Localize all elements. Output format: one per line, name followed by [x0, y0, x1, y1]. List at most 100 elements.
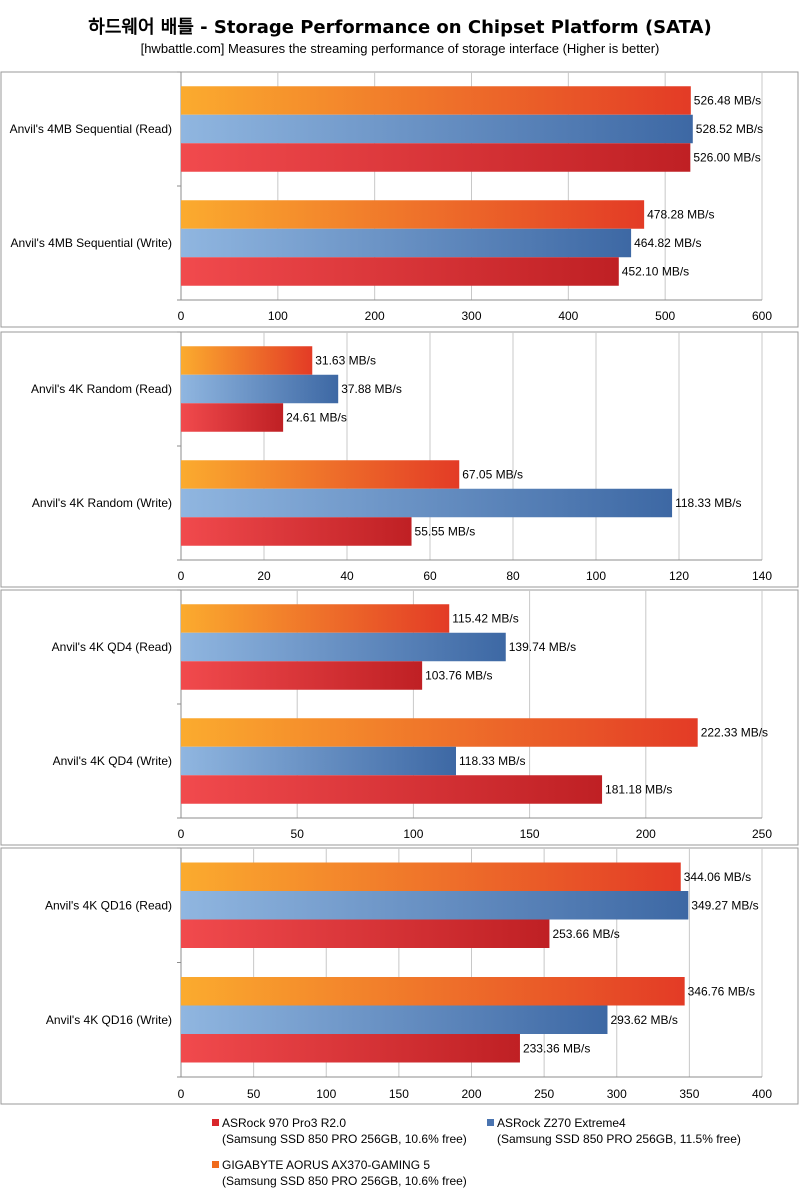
bar-asrock-970 — [181, 143, 691, 172]
legend-detail: (Samsung SSD 850 PRO 256GB, 11.5% free) — [497, 1132, 741, 1146]
x-tick-label: 100 — [316, 1087, 336, 1101]
x-tick-label: 300 — [461, 309, 481, 323]
x-tick-label: 250 — [752, 827, 772, 841]
x-tick-label: 200 — [461, 1087, 481, 1101]
x-tick-label: 50 — [291, 827, 305, 841]
x-tick-label: 600 — [752, 309, 772, 323]
data-label: 31.63 MB/s — [315, 354, 376, 368]
data-label: 233.36 MB/s — [523, 1041, 590, 1055]
x-tick-label: 80 — [506, 569, 520, 583]
data-label: 115.42 MB/s — [452, 612, 518, 626]
x-tick-label: 500 — [655, 309, 675, 323]
chart-frame — [0, 589, 799, 846]
x-tick-label: 40 — [340, 569, 354, 583]
data-label: 344.06 MB/s — [684, 870, 751, 884]
x-tick-label: 100 — [586, 569, 606, 583]
category-label: Anvil's 4K QD16 (Read) — [45, 898, 172, 912]
x-tick-label: 200 — [636, 827, 656, 841]
data-label: 118.33 MB/s — [675, 496, 741, 510]
chart-frame — [0, 847, 799, 1105]
bar-gigabyte-aorus — [181, 977, 685, 1006]
legend-swatch — [212, 1161, 219, 1168]
bar-asrock-z270 — [181, 1005, 608, 1034]
data-label: 139.74 MB/s — [509, 640, 576, 654]
x-tick-label: 0 — [178, 569, 185, 583]
data-label: 464.82 MB/s — [634, 236, 701, 250]
bar-gigabyte-aorus — [181, 460, 460, 489]
legend-detail: (Samsung SSD 850 PRO 256GB, 10.6% free) — [222, 1132, 467, 1146]
x-tick-label: 300 — [607, 1087, 627, 1101]
data-label: 253.66 MB/s — [552, 927, 619, 941]
x-tick-label: 200 — [365, 309, 385, 323]
data-label: 55.55 MB/s — [415, 525, 476, 539]
legend-swatch — [212, 1119, 219, 1126]
bar-asrock-z270 — [181, 374, 339, 404]
x-tick-label: 250 — [534, 1087, 554, 1101]
bar-asrock-970 — [181, 403, 284, 432]
data-label: 67.05 MB/s — [462, 468, 523, 482]
x-tick-label: 400 — [752, 1087, 772, 1101]
x-tick-label: 0 — [178, 1087, 185, 1101]
x-tick-label: 400 — [558, 309, 578, 323]
bar-asrock-z270 — [181, 488, 673, 518]
bar-asrock-970 — [181, 1034, 520, 1063]
data-label: 222.33 MB/s — [701, 726, 768, 740]
legend-name: ASRock 970 Pro3 R2.0 — [222, 1116, 347, 1130]
bar-asrock-970 — [181, 919, 550, 948]
category-label: Anvil's 4K QD4 (Read) — [52, 640, 172, 654]
chart-panel-4: 0 50 100 150 200 250 300 350 400 Anvil's 4K QD16 … — [0, 847, 799, 1105]
x-tick-label: 20 — [257, 569, 271, 583]
legend-detail: (Samsung SSD 850 PRO 256GB, 10.6% free) — [222, 1174, 467, 1188]
bar-gigabyte-aorus — [181, 604, 450, 633]
category-label: Anvil's 4K Random (Write) — [32, 496, 172, 510]
data-label: 293.62 MB/s — [610, 1013, 677, 1027]
category-label: Anvil's 4K Random (Read) — [31, 382, 172, 396]
legend-name: ASRock Z270 Extreme4 — [497, 1116, 626, 1130]
data-label: 526.48 MB/s — [694, 94, 761, 108]
bar-gigabyte-aorus — [181, 718, 698, 747]
data-label: 118.33 MB/s — [459, 754, 525, 768]
bar-asrock-z270 — [181, 746, 456, 776]
bar-asrock-z270 — [181, 632, 506, 662]
data-label: 346.76 MB/s — [688, 984, 755, 998]
x-tick-label: 100 — [403, 827, 423, 841]
x-tick-label: 0 — [178, 827, 185, 841]
data-label: 181.18 MB/s — [605, 783, 672, 797]
bar-asrock-970 — [181, 517, 412, 546]
x-tick-label: 100 — [268, 309, 288, 323]
bar-gigabyte-aorus — [181, 346, 313, 375]
x-tick-label: 350 — [679, 1087, 699, 1101]
category-label: Anvil's 4MB Sequential (Read) — [10, 122, 172, 136]
category-label: Anvil's 4K QD16 (Write) — [46, 1013, 172, 1027]
bar-gigabyte-aorus — [181, 862, 681, 891]
page-subtitle: [hwbattle.com] Measures the streaming pe… — [140, 41, 660, 56]
chart-panel-1: 0 100 200 300 400 500 600 Anvil's 4MB Sequentia… — [0, 71, 799, 328]
category-label: Anvil's 4MB Sequential (Write) — [11, 236, 172, 250]
data-label: 349.27 MB/s — [691, 898, 758, 912]
data-label: 528.52 MB/s — [696, 122, 763, 136]
bar-gigabyte-aorus — [181, 86, 691, 115]
page-title: 하드웨어 배틀 - Storage Performance on Chipset… — [88, 17, 712, 38]
bar-asrock-z270 — [181, 891, 689, 920]
bar-asrock-z270 — [181, 114, 693, 144]
x-tick-label: 60 — [423, 569, 437, 583]
x-tick-label: 140 — [752, 569, 772, 583]
data-label: 37.88 MB/s — [341, 382, 402, 396]
category-label: Anvil's 4K QD4 (Write) — [53, 754, 172, 768]
bar-asrock-970 — [181, 775, 603, 804]
x-tick-label: 0 — [178, 309, 185, 323]
chart-frame — [0, 331, 799, 588]
chart-panel-2: 0 20 40 60 80 100 120 140 Anvil's 4K Random (Rea… — [0, 331, 799, 588]
bar-asrock-970 — [181, 257, 619, 286]
data-label: 478.28 MB/s — [647, 208, 714, 222]
chart-frame — [0, 71, 799, 328]
data-label: 526.00 MB/s — [693, 151, 760, 165]
bar-asrock-970 — [181, 661, 423, 690]
chart-panel-3: 0 50 100 150 200 250 Anvil's 4K QD4 (Read) 115.… — [0, 589, 799, 846]
x-tick-label: 150 — [520, 827, 540, 841]
legend-name: GIGABYTE AORUS AX370-GAMING 5 — [222, 1158, 431, 1172]
x-tick-label: 50 — [247, 1087, 261, 1101]
data-label: 452.10 MB/s — [622, 265, 689, 279]
bar-gigabyte-aorus — [181, 200, 645, 229]
